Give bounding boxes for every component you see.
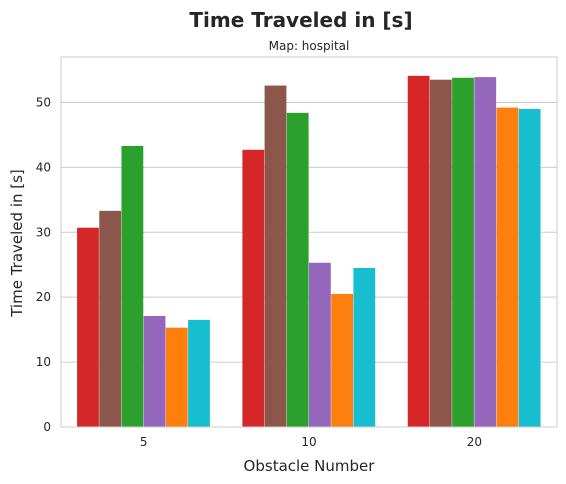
x-tick-label: 20 [467,435,482,449]
bar [99,210,122,427]
x-tick-label: 10 [301,435,316,449]
bar [496,107,519,427]
y-tick-label: 40 [36,160,51,174]
x-tick-labels: 5 10 20 [140,435,482,449]
y-tick-labels: 0 10 20 30 40 50 [36,95,51,434]
bar [143,316,166,427]
bar [331,293,353,427]
bar [353,267,376,427]
chart-title: Time Traveled in [s] [189,8,412,32]
bar [165,327,188,427]
plot-frame [60,56,558,428]
y-axis-label: Time Traveled in [s] [8,169,26,318]
y-tick-label: 10 [36,355,51,369]
y-tick-label: 0 [43,420,51,434]
bar [309,262,331,427]
y-tick-label: 20 [36,290,51,304]
bar [121,145,144,428]
bar [286,112,309,428]
x-tick-label: 5 [140,435,148,449]
y-tick-label: 50 [36,95,51,109]
bars [77,75,541,428]
bar [518,108,541,428]
chart-subtitle: Map: hospital [269,39,350,53]
bar [452,77,474,428]
y-tick-label: 30 [36,225,51,239]
bar [188,319,210,427]
bar [264,85,287,427]
bar [474,77,497,428]
bar [407,75,430,428]
x-axis-label: Obstacle Number [244,457,376,475]
bar [429,79,452,427]
bar [242,149,265,427]
bar [77,227,99,427]
